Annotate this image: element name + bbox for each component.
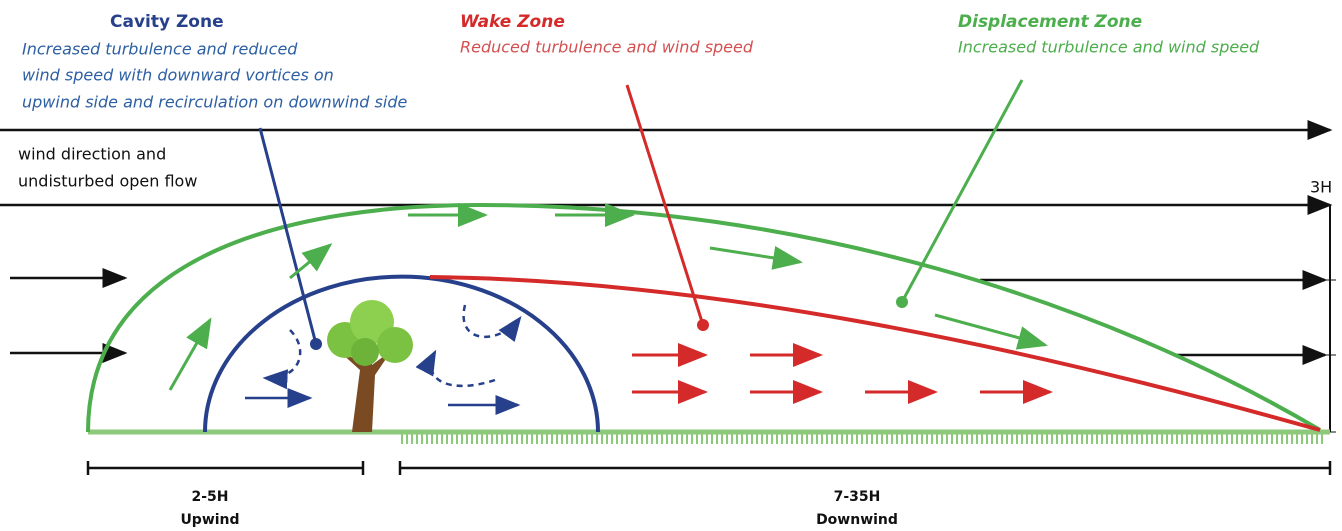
height-label: 3H (1310, 178, 1332, 197)
zone-title: Cavity Zone (110, 12, 224, 32)
flow-label: undisturbed open flow (18, 172, 197, 191)
zone-description: upwind side and recirculation on downwin… (22, 93, 407, 112)
zone-title: Displacement Zone (958, 12, 1142, 32)
zone-title: Wake Zone (460, 12, 565, 32)
extent-range: 7-35H (834, 489, 881, 505)
flow-label: wind direction and (18, 145, 166, 164)
extent-range: 2-5H (191, 489, 228, 505)
extent-label: Upwind (180, 512, 239, 528)
zone-description: Reduced turbulence and wind speed (460, 38, 754, 57)
diagram: Cavity Zone Increased turbulence and red… (0, 0, 1342, 531)
zone-description: Increased turbulence and wind speed (958, 38, 1260, 57)
shapes (0, 80, 1336, 475)
zone-description: wind speed with downward vortices on (22, 66, 334, 85)
zone-description: Increased turbulence and reduced (22, 40, 298, 59)
extent-label: Downwind (816, 512, 898, 528)
